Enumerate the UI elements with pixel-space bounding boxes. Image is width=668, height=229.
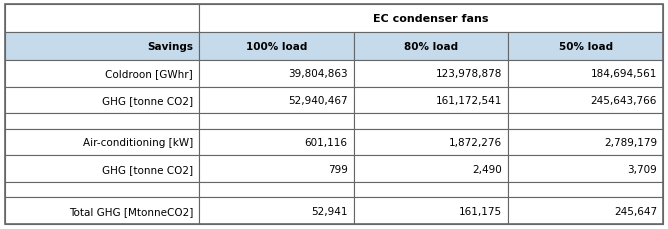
Text: 123,978,878: 123,978,878 <box>436 69 502 79</box>
Bar <box>5 182 199 197</box>
Bar <box>199 33 354 61</box>
Text: GHG [tonne CO2]: GHG [tonne CO2] <box>102 164 193 174</box>
Bar <box>354 61 508 87</box>
Text: 799: 799 <box>328 164 348 174</box>
Bar <box>5 61 199 87</box>
Bar <box>354 156 508 182</box>
Text: Air-conditioning [kW]: Air-conditioning [kW] <box>83 137 193 147</box>
Bar <box>199 182 354 197</box>
Bar <box>5 5 199 33</box>
Text: 161,172,541: 161,172,541 <box>436 95 502 106</box>
Text: 1,872,276: 1,872,276 <box>450 137 502 147</box>
Bar <box>5 114 199 129</box>
Text: 50% load: 50% load <box>558 42 613 52</box>
Text: 52,941: 52,941 <box>311 206 348 216</box>
Text: 2,490: 2,490 <box>473 164 502 174</box>
Bar <box>354 197 508 224</box>
Text: Total GHG [MtonneCO2]: Total GHG [MtonneCO2] <box>69 206 193 216</box>
Bar <box>199 156 354 182</box>
Text: 601,116: 601,116 <box>305 137 348 147</box>
Text: 100% load: 100% load <box>246 42 307 52</box>
Text: Coldroon [GWhr]: Coldroon [GWhr] <box>106 69 193 79</box>
Text: 245,643,766: 245,643,766 <box>591 95 657 106</box>
Bar <box>199 87 354 114</box>
Bar <box>5 197 199 224</box>
Text: 3,709: 3,709 <box>627 164 657 174</box>
Bar <box>354 182 508 197</box>
Bar <box>5 33 199 61</box>
Bar <box>354 114 508 129</box>
Bar <box>5 156 199 182</box>
Bar <box>199 61 354 87</box>
Text: 39,804,863: 39,804,863 <box>288 69 348 79</box>
Bar <box>508 197 663 224</box>
Text: 245,647: 245,647 <box>614 206 657 216</box>
Bar <box>199 129 354 156</box>
Bar <box>508 87 663 114</box>
Text: 184,694,561: 184,694,561 <box>591 69 657 79</box>
Bar <box>5 87 199 114</box>
Bar <box>354 129 508 156</box>
Bar <box>508 182 663 197</box>
Text: Savings: Savings <box>147 42 193 52</box>
Bar <box>508 33 663 61</box>
Bar <box>508 129 663 156</box>
Text: 80% load: 80% load <box>404 42 458 52</box>
Text: 161,175: 161,175 <box>459 206 502 216</box>
Bar <box>508 156 663 182</box>
Bar <box>508 61 663 87</box>
Bar <box>354 87 508 114</box>
Bar <box>5 129 199 156</box>
Bar <box>508 114 663 129</box>
Text: EC condenser fans: EC condenser fans <box>373 14 489 24</box>
Bar <box>199 197 354 224</box>
Bar <box>199 114 354 129</box>
Bar <box>354 33 508 61</box>
Bar <box>199 5 663 33</box>
Text: 2,789,179: 2,789,179 <box>604 137 657 147</box>
Text: 52,940,467: 52,940,467 <box>288 95 348 106</box>
Text: GHG [tonne CO2]: GHG [tonne CO2] <box>102 95 193 106</box>
